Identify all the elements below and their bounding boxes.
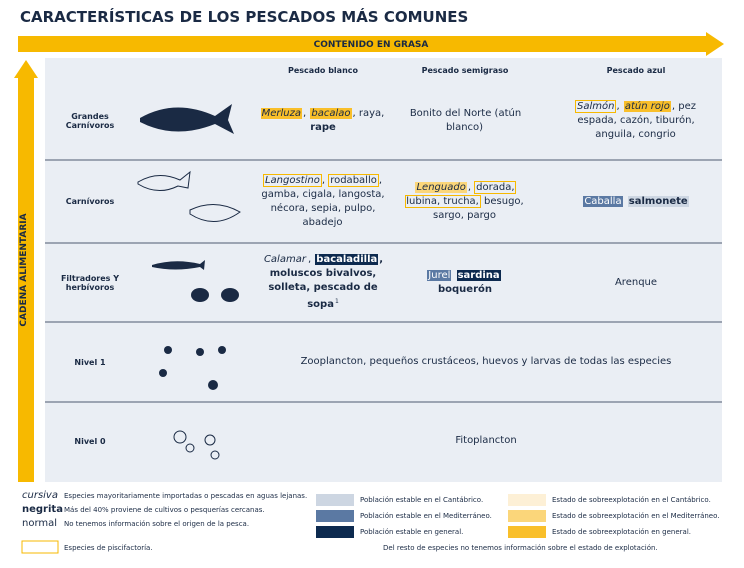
- cell: Calamar, bacaladilla, moluscos bivalvos,…: [258, 243, 388, 322]
- color-swatch: [508, 510, 546, 522]
- row-label: Carnívoros: [65, 197, 115, 206]
- species: ,: [321, 174, 329, 186]
- species: , gamba, cigala, langosta, nécora, sepia…: [261, 174, 385, 228]
- species: ,: [307, 253, 315, 265]
- cell-text: Merluza, bacalao, raya, rape: [258, 107, 388, 135]
- row-label: Filtradores Y herbívoros: [60, 273, 120, 292]
- y-arrow: [14, 60, 38, 482]
- species: bacalao: [310, 108, 352, 119]
- species: ,: [303, 108, 310, 119]
- color-swatch: [316, 510, 354, 522]
- species: ,: [467, 181, 475, 193]
- species: Jurel: [427, 269, 452, 281]
- farmed-swatch: [21, 540, 59, 554]
- column-header: Pescado blanco: [288, 66, 358, 75]
- column-header: Pescado semigraso: [421, 66, 509, 75]
- color-swatch: [316, 526, 354, 538]
- color-desc: Estado de sobreexplotación en general.: [552, 528, 692, 536]
- row-lines: [45, 159, 722, 403]
- cell-text: Fitoplancton: [260, 434, 712, 448]
- species: sardina: [456, 269, 501, 281]
- style-sample: negrita: [22, 504, 63, 515]
- cell: Langostino, rodaballo, gamba, cigala, la…: [258, 160, 388, 243]
- species: [623, 196, 628, 207]
- species: [451, 270, 456, 281]
- species: rodaballo: [328, 173, 379, 187]
- color-desc: Población estable en el Mediterráneo.: [360, 512, 492, 520]
- species: Arenque: [614, 276, 658, 288]
- color-desc: Estado de sobreexplotación en el Mediter…: [552, 512, 720, 520]
- farmed-desc: Especies de piscifactoría.: [64, 544, 153, 552]
- species: 1: [334, 297, 339, 305]
- cell: Fitoplancton: [260, 402, 712, 480]
- species: salmonete: [627, 195, 689, 207]
- species: rape: [310, 122, 336, 133]
- species: Zooplancton, pequeños crustáceos, huevos…: [300, 356, 672, 367]
- column-header: Pescado azul: [606, 66, 666, 75]
- fish-icons: [137, 104, 241, 460]
- species: bacaladilla: [315, 253, 379, 265]
- x-arrow-label: CONTENIDO EN GRASA: [313, 40, 429, 50]
- species: dorada, lubina, trucha,: [405, 180, 516, 208]
- species: boquerón: [437, 283, 492, 295]
- footnote: Del resto de especies no tenemos informa…: [383, 544, 658, 552]
- style-desc: Más del 40% proviene de cultivos o pesqu…: [64, 506, 265, 514]
- row-label: Nivel 1: [74, 357, 106, 367]
- species: , moluscos bivalvos, solleta, pescado de…: [268, 253, 384, 311]
- species: atún rojo: [623, 101, 671, 112]
- x-arrow: [18, 32, 724, 56]
- species: Fitoplancton: [455, 435, 517, 446]
- cell: Caballa salmonete: [556, 160, 716, 243]
- species: Merluza: [260, 108, 303, 119]
- cell: Arenque: [556, 243, 716, 322]
- cell: Salmón, atún rojo, pez espada, cazón, ti…: [556, 82, 716, 160]
- cell: Merluza, bacalao, raya, rape: [258, 82, 388, 160]
- color-desc: Población estable en general.: [360, 528, 464, 536]
- species: Lenguado: [415, 181, 467, 193]
- color-swatch: [508, 494, 546, 506]
- cell: Lenguado, dorada, lubina, trucha, besugo…: [398, 160, 532, 243]
- cell: Bonito del Norte (atún blanco): [398, 82, 532, 160]
- cell-text: Arenque: [556, 276, 716, 290]
- species: , raya,: [352, 108, 385, 119]
- color-swatch: [508, 526, 546, 538]
- cell-text: Lenguado, dorada, lubina, trucha, besugo…: [398, 180, 532, 223]
- cell-text: Zooplancton, pequeños crustáceos, huevos…: [260, 355, 712, 369]
- row-label: Grandes Carnívoros: [65, 112, 115, 130]
- cell-text: Salmón, atún rojo, pez espada, cazón, ti…: [556, 100, 716, 142]
- style-sample: cursiva: [22, 490, 58, 501]
- species: [501, 270, 503, 281]
- species: Langostino: [262, 173, 322, 187]
- cell-text: Calamar, bacaladilla, moluscos bivalvos,…: [258, 253, 388, 312]
- title: CARACTERÍSTICAS DE LOS PESCADOS MÁS COMU…: [20, 8, 469, 26]
- species: Caballa: [583, 195, 623, 207]
- cell-text: Bonito del Norte (atún blanco): [398, 107, 532, 135]
- style-desc: No tenemos información sobre el origen d…: [64, 520, 250, 528]
- cell-text: Caballa salmonete: [556, 195, 716, 209]
- color-desc: Estado de sobreexplotación en el Cantábr…: [552, 496, 711, 504]
- row-label: Nivel 0: [74, 436, 106, 446]
- species: Bonito del Norte (atún blanco): [409, 108, 522, 133]
- y-arrow-label: CADENA ALIMENTARIA: [19, 213, 29, 327]
- species: besugo, sargo, pargo: [433, 195, 524, 221]
- cell: Jurel sardina boquerón: [398, 243, 532, 322]
- species: Salmón: [575, 100, 617, 113]
- species: , pez espada, cazón, tiburón, anguila, c…: [577, 101, 696, 140]
- species: ,: [616, 101, 623, 112]
- style-desc: Especies mayoritariamente importadas o p…: [64, 492, 308, 500]
- species: Calamar: [263, 253, 306, 265]
- color-desc: Población estable en el Cantábrico.: [360, 496, 484, 504]
- cell-text: Langostino, rodaballo, gamba, cigala, la…: [258, 173, 388, 230]
- style-sample: normal: [22, 518, 58, 529]
- cell: Zooplancton, pequeños crustáceos, huevos…: [260, 322, 712, 402]
- cell-text: Jurel sardina boquerón: [398, 269, 532, 297]
- color-swatch: [316, 494, 354, 506]
